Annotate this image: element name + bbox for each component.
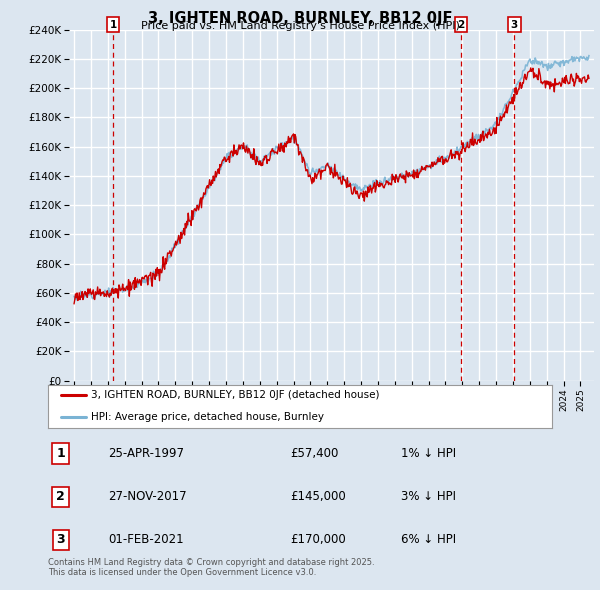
Text: Price paid vs. HM Land Registry's House Price Index (HPI): Price paid vs. HM Land Registry's House … bbox=[140, 21, 460, 31]
Text: 6% ↓ HPI: 6% ↓ HPI bbox=[401, 533, 456, 546]
Text: 1% ↓ HPI: 1% ↓ HPI bbox=[401, 447, 456, 460]
Text: 3% ↓ HPI: 3% ↓ HPI bbox=[401, 490, 456, 503]
Text: 2: 2 bbox=[56, 490, 65, 503]
Text: 3: 3 bbox=[511, 19, 518, 30]
Text: 1: 1 bbox=[56, 447, 65, 460]
Text: HPI: Average price, detached house, Burnley: HPI: Average price, detached house, Burn… bbox=[91, 412, 324, 422]
Text: 01-FEB-2021: 01-FEB-2021 bbox=[109, 533, 184, 546]
Text: 3: 3 bbox=[56, 533, 65, 546]
Text: 3, IGHTEN ROAD, BURNLEY, BB12 0JF: 3, IGHTEN ROAD, BURNLEY, BB12 0JF bbox=[148, 11, 452, 25]
Text: 25-APR-1997: 25-APR-1997 bbox=[109, 447, 184, 460]
Text: 1: 1 bbox=[110, 19, 117, 30]
Text: 27-NOV-2017: 27-NOV-2017 bbox=[109, 490, 187, 503]
Text: Contains HM Land Registry data © Crown copyright and database right 2025.
This d: Contains HM Land Registry data © Crown c… bbox=[48, 558, 374, 577]
Text: £170,000: £170,000 bbox=[290, 533, 346, 546]
Text: 2: 2 bbox=[457, 19, 464, 30]
Text: £145,000: £145,000 bbox=[290, 490, 346, 503]
Text: £57,400: £57,400 bbox=[290, 447, 338, 460]
Text: 3, IGHTEN ROAD, BURNLEY, BB12 0JF (detached house): 3, IGHTEN ROAD, BURNLEY, BB12 0JF (detac… bbox=[91, 391, 379, 401]
